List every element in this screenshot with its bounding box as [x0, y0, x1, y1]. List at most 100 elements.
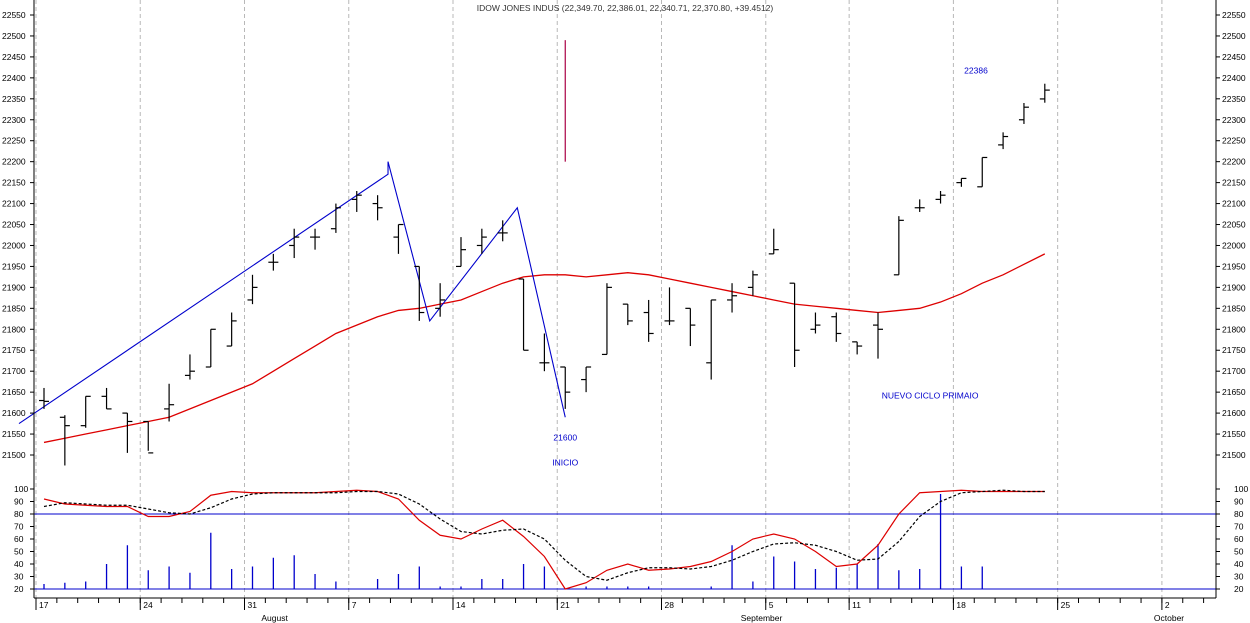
ohlc-bar — [476, 228, 487, 254]
annotation-label: INICIO — [552, 457, 578, 467]
y-tick-label-left: 21750 — [2, 345, 26, 355]
osc-tick-label-right: 90 — [1234, 497, 1244, 507]
y-tick-label-right: 22150 — [1222, 178, 1246, 188]
ohlc-bar — [330, 203, 341, 233]
ohlc-bar — [622, 303, 633, 326]
price-panel: 22386 21600 INICIO NUEVO CICLO PRIMAIO — [18, 40, 1050, 467]
ohlc-bar — [1039, 83, 1050, 103]
ohlc-bar — [831, 312, 842, 342]
y-tick-label-right: 21800 — [1222, 324, 1246, 334]
y-tick-label-right: 21700 — [1222, 366, 1246, 376]
annotation-label: 22386 — [964, 66, 988, 76]
y-tick-label-left: 22400 — [2, 73, 26, 83]
osc-tick-label-left: 50 — [14, 547, 24, 557]
y-tick-label-left: 22150 — [2, 178, 26, 188]
y-tick-label-left: 22450 — [2, 52, 26, 62]
y-tick-label-right: 22350 — [1222, 94, 1246, 104]
x-tick-label: 5 — [769, 600, 774, 610]
month-label: September — [741, 613, 783, 623]
oscillator-signal-line — [43, 489, 1045, 581]
ohlc-bar — [977, 156, 988, 188]
ohlc-bar — [664, 287, 675, 326]
y-tick-label-right: 22500 — [1222, 31, 1246, 41]
y-tick-label-right: 22300 — [1222, 115, 1246, 125]
y-tick-label-right: 21600 — [1222, 408, 1246, 418]
ohlc-bar — [1018, 103, 1029, 124]
osc-tick-label-left: 20 — [14, 584, 24, 594]
ohlc-bar — [268, 253, 279, 271]
osc-tick-label-right: 80 — [1234, 509, 1244, 519]
osc-tick-label-right: 100 — [1234, 484, 1248, 494]
ohlc-bar — [456, 237, 466, 268]
osc-tick-label-left: 80 — [14, 509, 24, 519]
x-tick-label: 14 — [456, 600, 466, 610]
ohlc-bar — [414, 265, 425, 321]
ohlc-bar — [539, 333, 550, 372]
x-tick-label: 24 — [143, 600, 153, 610]
chart-title: IDOW JONES INDUS (22,349.70, 22,386.01, … — [477, 3, 774, 13]
y-tick-label-left: 21600 — [2, 408, 26, 418]
y-tick-label-left: 22200 — [2, 157, 26, 167]
y-tick-label-left: 22350 — [2, 94, 26, 104]
y-tick-label-right: 22550 — [1222, 10, 1246, 20]
y-tick-label-left: 21500 — [2, 450, 26, 460]
ohlc-bar — [122, 412, 133, 453]
y-tick-label-right: 21750 — [1222, 345, 1246, 355]
ohlc-bar — [747, 270, 758, 296]
y-tick-label-left: 21700 — [2, 366, 26, 376]
ohlc-bar — [80, 395, 91, 428]
y-tick-label-left: 21900 — [2, 282, 26, 292]
ohlc-bar — [184, 354, 195, 380]
y-tick-label-left: 21550 — [2, 429, 26, 439]
x-tick-label: 25 — [1061, 600, 1071, 610]
y-tick-label-left: 22500 — [2, 31, 26, 41]
ohlc-bar — [39, 387, 49, 409]
trendline — [18, 161, 566, 425]
ohlc-bar — [435, 283, 446, 317]
y-tick-label-left: 21950 — [2, 261, 26, 271]
osc-tick-label-right: 50 — [1234, 547, 1244, 557]
osc-tick-label-right: 30 — [1234, 572, 1244, 582]
osc-tick-label-left: 70 — [14, 522, 24, 532]
y-tick-label-left: 22050 — [2, 220, 26, 230]
ohlc-bar — [893, 216, 904, 276]
y-tick-label-right: 21950 — [1222, 261, 1246, 271]
ohlc-bar — [789, 282, 800, 367]
osc-tick-label-right: 20 — [1234, 584, 1244, 594]
ohlc-bar — [601, 283, 612, 356]
ohlc-bar — [706, 299, 717, 380]
y-tick-label-right: 22200 — [1222, 157, 1246, 167]
oscillator-panel — [34, 489, 1216, 590]
ohlc-bar — [956, 177, 967, 187]
ohlc-bar — [205, 328, 216, 368]
ohlc-bar — [59, 415, 70, 466]
ohlc-bar — [581, 366, 592, 393]
ohlc-bar — [289, 228, 300, 259]
y-tick-label-left: 22550 — [2, 10, 26, 20]
ohlc-bar — [560, 366, 571, 409]
y-tick-label-left: 22300 — [2, 115, 26, 125]
ohlc-bar — [914, 199, 925, 212]
y-tick-label-right: 21850 — [1222, 303, 1246, 313]
y-tick-label-left: 22100 — [2, 199, 26, 209]
ohlc-bar — [226, 312, 237, 347]
ohlc-bar — [518, 278, 529, 351]
annotation-label: NUEVO CICLO PRIMAIO — [882, 390, 979, 400]
ohlc-bar — [351, 191, 362, 212]
osc-tick-label-right: 40 — [1234, 559, 1244, 569]
y-tick-label-right: 22250 — [1222, 136, 1246, 146]
x-tick-label: 17 — [39, 600, 49, 610]
ohlc-bar — [643, 299, 654, 342]
ohlc-bar — [768, 228, 779, 255]
y-tick-label-right: 21550 — [1222, 429, 1246, 439]
ohlc-bar — [247, 274, 258, 305]
x-tick-label: 7 — [352, 600, 357, 610]
x-tick-label: 2 — [1165, 600, 1170, 610]
ohlc-bar — [935, 191, 946, 204]
osc-tick-label-right: 70 — [1234, 522, 1244, 532]
x-tick-label: 31 — [248, 600, 258, 610]
ohlc-bar — [101, 387, 112, 410]
y-tick-label-right: 22400 — [1222, 73, 1246, 83]
